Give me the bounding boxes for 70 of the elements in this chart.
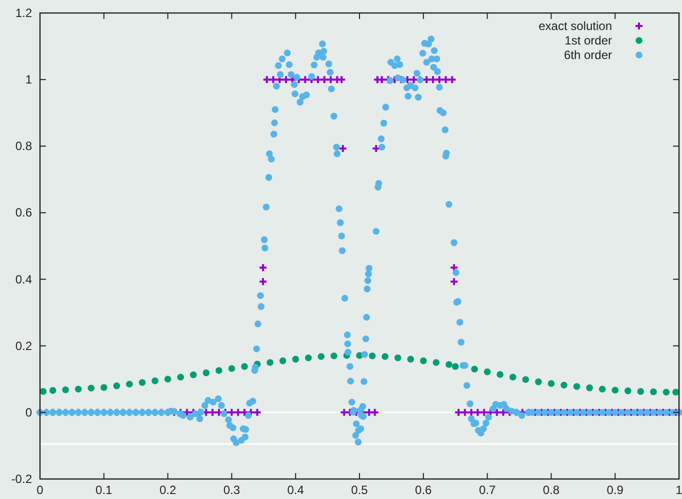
point — [573, 383, 580, 390]
point — [40, 388, 47, 395]
point — [138, 379, 146, 386]
point — [292, 356, 299, 363]
point — [446, 361, 452, 368]
point — [612, 386, 618, 394]
x-tick-label: 0.6 — [415, 483, 432, 497]
x-tick-label: 0 — [36, 483, 44, 497]
point — [49, 387, 56, 394]
point — [228, 365, 236, 372]
point — [113, 382, 120, 390]
y-tick-label: 0.8 — [15, 139, 32, 154]
point — [279, 357, 286, 364]
point — [509, 374, 516, 381]
point — [407, 356, 414, 363]
point — [586, 384, 593, 392]
point — [382, 353, 388, 360]
point — [241, 363, 248, 370]
x-tick-label: 0.4 — [287, 483, 304, 497]
y-tick-label: 0.6 — [15, 206, 32, 220]
x-tick-label: 0.8 — [542, 483, 560, 497]
point — [598, 386, 606, 393]
point — [88, 384, 95, 392]
point — [152, 377, 158, 384]
y-tick-label: -0.2 — [11, 472, 32, 486]
point — [432, 359, 440, 366]
point — [484, 368, 491, 376]
point — [318, 353, 325, 360]
y-tick-label: 0.2 — [15, 338, 32, 353]
legend-label: 6th order — [564, 48, 612, 62]
y-tick-label: 1 — [25, 72, 32, 87]
point — [471, 366, 478, 373]
point — [62, 386, 69, 394]
point — [548, 380, 555, 387]
point — [394, 354, 402, 362]
point — [304, 354, 312, 362]
point — [177, 374, 184, 381]
point — [624, 387, 632, 394]
y-tick-label: 0.4 — [15, 272, 32, 286]
point — [216, 367, 222, 374]
point — [662, 388, 670, 396]
point — [452, 363, 459, 370]
x-tick-label: 0.2 — [159, 483, 176, 497]
point — [190, 371, 197, 378]
point — [74, 386, 82, 393]
legend-label: exact solution — [538, 19, 612, 33]
point — [522, 376, 530, 383]
point — [496, 371, 504, 378]
point — [330, 352, 338, 360]
point — [637, 388, 644, 395]
point — [164, 376, 172, 383]
point — [420, 357, 427, 364]
y-tick-label: 0 — [25, 405, 32, 420]
point — [560, 382, 568, 389]
point — [672, 388, 680, 396]
x-tick-label: 1 — [676, 483, 682, 497]
point — [202, 369, 210, 376]
x-tick-label: 0.7 — [478, 483, 496, 497]
point — [100, 384, 108, 391]
point — [650, 388, 657, 396]
x-tick-label: 0.9 — [606, 483, 624, 497]
point — [535, 378, 542, 386]
point — [266, 359, 274, 366]
x-tick-label: 0.5 — [351, 483, 368, 497]
legend-label: 1st order — [564, 34, 612, 48]
x-tick-label: 0.3 — [223, 483, 240, 497]
point — [368, 352, 376, 360]
y-tick-label: 1.2 — [15, 6, 32, 20]
point — [126, 380, 133, 388]
x-tick-label: 0.1 — [96, 483, 113, 497]
